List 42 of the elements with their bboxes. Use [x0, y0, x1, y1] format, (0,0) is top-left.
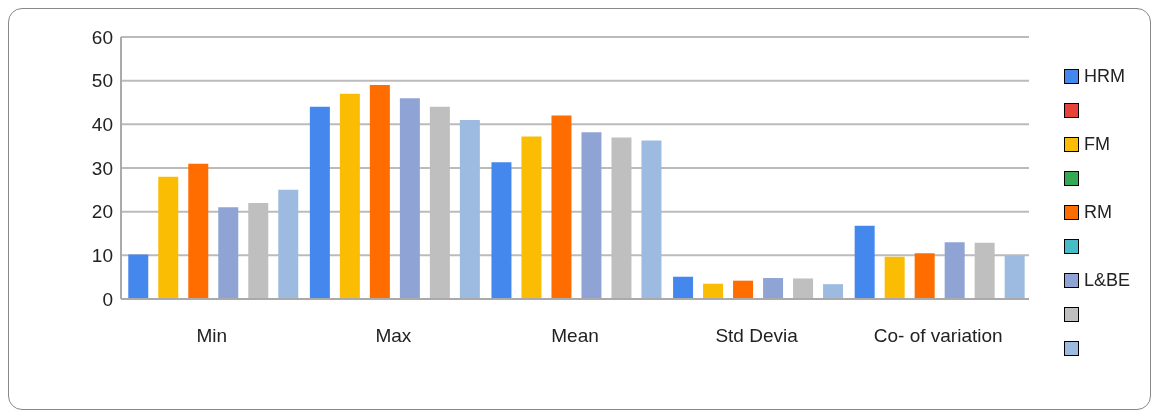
- x-tick-label: Co- of variation: [873, 325, 1003, 347]
- bar: [914, 253, 935, 299]
- x-tick-label: Min: [196, 325, 228, 347]
- bar: [551, 115, 572, 299]
- y-tick-label: 50: [91, 70, 113, 92]
- legend-label: HRM: [1083, 65, 1125, 87]
- y-tick-label: 20: [91, 201, 113, 223]
- bar: [339, 93, 360, 299]
- y-tick-label: 10: [91, 245, 113, 267]
- bar: [823, 284, 844, 299]
- legend-label: L&BE: [1083, 269, 1130, 291]
- x-tick-label: Mean: [551, 325, 599, 347]
- bar: [1004, 255, 1025, 299]
- bar: [673, 276, 694, 299]
- bar: [399, 98, 420, 299]
- bar: [763, 278, 784, 299]
- bar: [703, 283, 724, 299]
- bar: [793, 278, 814, 299]
- legend-label: FM: [1083, 133, 1110, 155]
- bar: [158, 176, 179, 299]
- bar: [128, 254, 149, 299]
- bar: [459, 119, 480, 299]
- bar: [218, 207, 239, 299]
- y-tick-label: 40: [91, 114, 113, 136]
- x-tick-label: Max: [375, 325, 412, 347]
- bar: [733, 280, 754, 299]
- bar: [188, 163, 209, 299]
- bar: [278, 189, 299, 299]
- bar: [369, 85, 390, 299]
- bar: [854, 225, 875, 299]
- bar: [944, 242, 965, 299]
- bar: [491, 162, 512, 299]
- bar: [641, 140, 662, 299]
- bar: [884, 256, 905, 299]
- bar: [521, 136, 542, 299]
- bar: [309, 106, 330, 299]
- legend-label: RM: [1083, 201, 1112, 223]
- x-tick-label: Std Devia: [715, 325, 799, 347]
- bar: [581, 132, 602, 299]
- y-tick-label: 60: [91, 26, 113, 48]
- y-tick-label: 30: [91, 157, 113, 179]
- y-tick-label: 0: [102, 288, 113, 310]
